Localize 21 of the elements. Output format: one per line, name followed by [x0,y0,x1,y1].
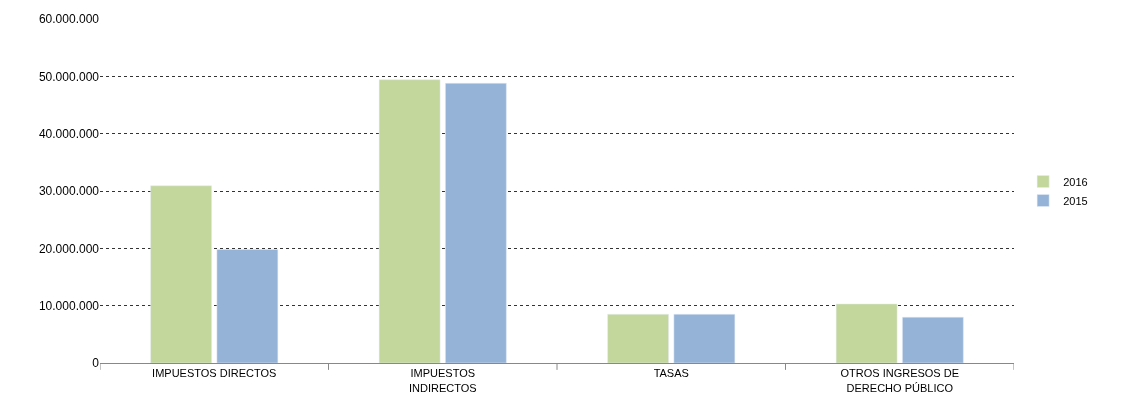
x-tick-label: OTROS INGRESOS DE DERECHO PÚBLICO [840,367,960,394]
y-tick-label: 30.000.000 [38,184,100,199]
bar [150,185,212,363]
bar [445,82,507,363]
bar [835,303,898,363]
bar [673,314,736,363]
bar [902,316,964,363]
y-tick-label: 40.000.000 [38,126,100,141]
legend-label: 2015 [1063,194,1088,207]
bar [607,314,669,363]
y-tick-label: 60.000.000 [38,12,100,27]
x-tick-label: IMPUESTOS DIRECTOS [152,367,277,380]
legend-label: 2016 [1063,175,1088,188]
y-tick-label: 10.000.000 [38,298,100,313]
x-tick-label: TASAS [653,367,689,380]
bar [378,79,441,363]
x-tick-label: IMPUESTOS INDIRECTOS [408,367,477,394]
bar [216,249,279,363]
y-tick-label: 0 [92,356,100,371]
y-tick-label: 50.000.000 [38,69,100,84]
y-tick-label: 20.000.000 [38,241,100,256]
